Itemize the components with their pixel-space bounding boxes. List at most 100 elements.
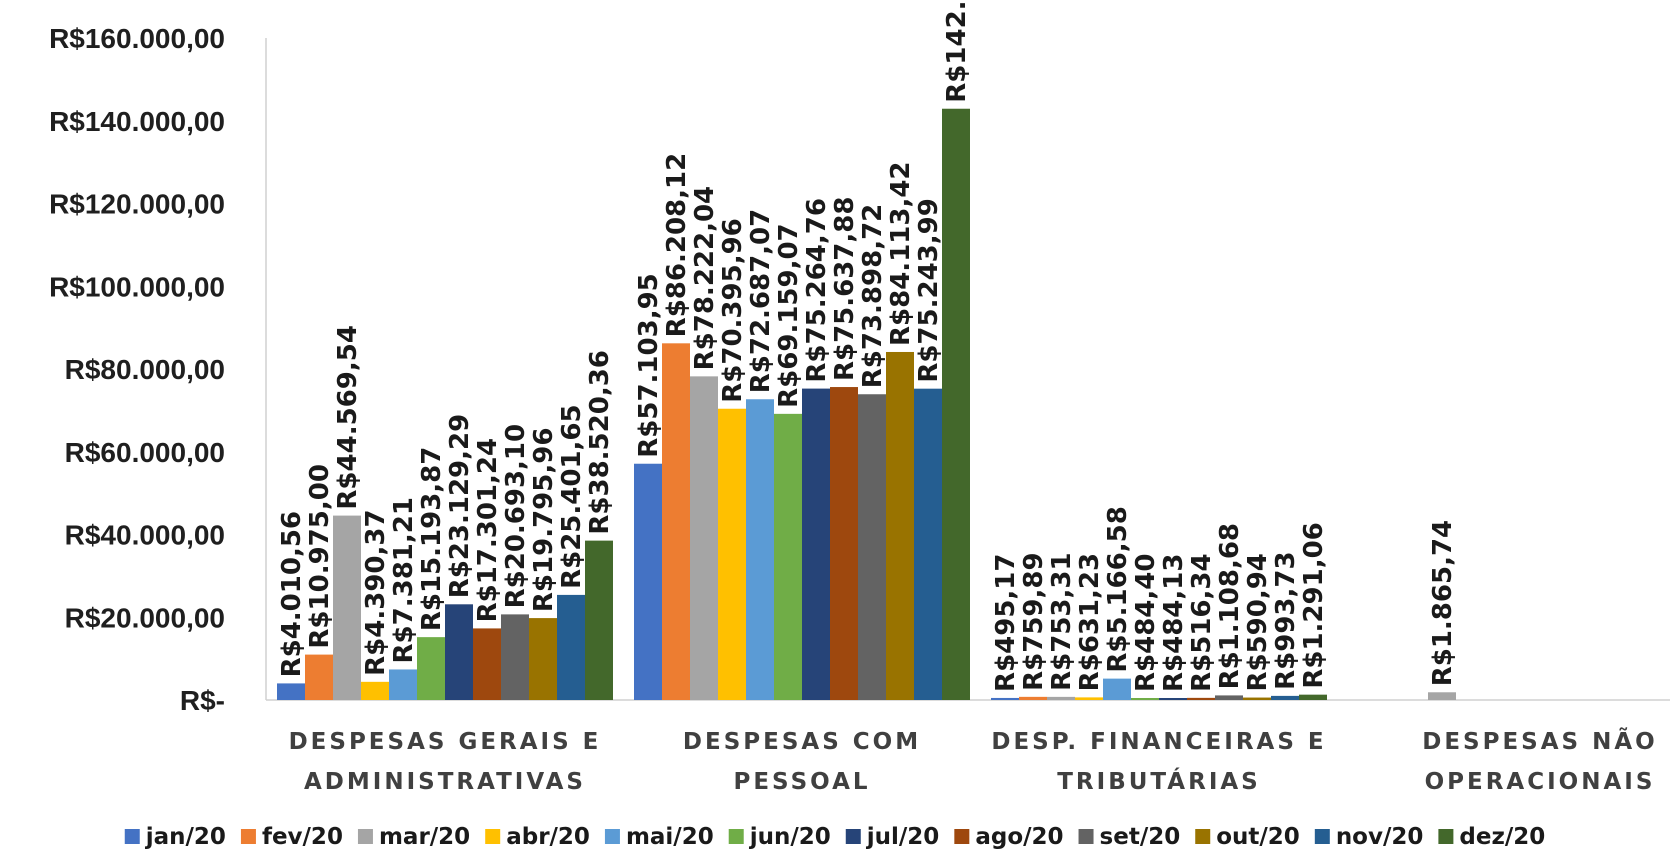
data-label: R$72.687,07	[746, 209, 776, 394]
legend-item: mai/20	[604, 824, 714, 850]
legend-swatch	[954, 829, 970, 844]
y-axis: R$- R$20.000,00 R$40.000,00 R$60.000,00 R$80…	[49, 23, 1670, 716]
bar	[389, 669, 417, 700]
data-label: R$78.222,04	[690, 186, 720, 371]
data-label: R$69.159,07	[774, 223, 804, 408]
data-label: R$4.390,37	[361, 509, 391, 675]
data-label: R$70.395,96	[718, 218, 748, 403]
bar	[1075, 697, 1103, 700]
data-label: R$15.193,87	[417, 447, 447, 632]
legend-swatch	[1078, 829, 1094, 844]
y-tick-label: R$80.000,00	[65, 354, 225, 385]
bar	[914, 388, 942, 700]
data-label: R$19.795,96	[529, 428, 559, 613]
legend-label: set/20	[1100, 824, 1181, 850]
bar	[557, 594, 585, 700]
legend-item: set/20	[1078, 824, 1181, 850]
legend-item: abr/20	[485, 824, 590, 850]
bar	[1187, 697, 1215, 700]
bar	[417, 637, 445, 700]
category-label: DESPESAS COM	[683, 729, 921, 755]
legend-item: fev/20	[240, 824, 343, 850]
data-label: R$20.693,10	[501, 424, 531, 609]
legend: jan/20 fev/20 mar/20 abr/20 mai/20 jun/20 jul/…	[124, 824, 1545, 850]
legend-item: jan/20	[124, 824, 226, 850]
data-label: R$38.520,36	[585, 350, 615, 535]
bar	[1428, 692, 1456, 700]
legend-label: jun/20	[749, 824, 831, 850]
bar	[634, 463, 662, 700]
legend-label: mai/20	[626, 824, 714, 850]
legend-swatch	[1314, 829, 1330, 844]
legend-item: jun/20	[728, 824, 831, 850]
data-label: R$73.898,72	[858, 204, 888, 389]
legend-swatch	[124, 829, 140, 844]
data-label: R$7.381,21	[389, 497, 419, 663]
category-label: OPERACIONAIS	[1425, 769, 1656, 795]
bar	[1271, 695, 1299, 700]
data-label: R$1.108,68	[1215, 523, 1245, 689]
data-label: R$75.637,88	[830, 197, 860, 382]
y-tick-label: R$100.000,00	[49, 271, 225, 302]
data-label: R$4.010,56	[277, 511, 307, 677]
data-label: R$86.208,12	[662, 153, 692, 338]
legend-item: ago/20	[954, 824, 1064, 850]
y-tick-label: R$120.000,00	[49, 189, 225, 220]
y-tick-label: R$160.000,00	[49, 23, 225, 54]
data-label: R$753,31	[1047, 552, 1077, 690]
data-label: R$631,23	[1075, 553, 1105, 691]
bar	[690, 376, 718, 700]
bar	[1019, 696, 1047, 700]
legend-swatch	[604, 829, 620, 844]
bar	[1131, 697, 1159, 700]
legend-swatch	[485, 829, 501, 844]
x-axis: DESPESAS GERAIS E ADMINISTRATIVAS DESPESAS…	[289, 727, 1656, 795]
data-label: R$44.569,54	[333, 325, 363, 510]
y-tick-label: R$60.000,00	[65, 437, 225, 468]
data-label: R$57.103,95	[634, 273, 664, 458]
bar	[501, 614, 529, 700]
bar	[886, 351, 914, 700]
bar	[942, 108, 970, 700]
legend-label: jan/20	[145, 824, 226, 850]
bar	[718, 408, 746, 700]
bar	[473, 628, 501, 700]
data-label: R$5.166,58	[1103, 506, 1133, 672]
bar	[830, 387, 858, 700]
data-label: R$495,17	[991, 553, 1021, 691]
legend-swatch	[728, 829, 744, 844]
data-label: R$84.113,42	[886, 161, 916, 346]
legend-label: abr/20	[506, 824, 590, 850]
legend-item: nov/20	[1314, 824, 1423, 850]
bar	[858, 394, 886, 700]
legend-label: fev/20	[262, 824, 343, 850]
bar	[802, 388, 830, 700]
data-label: R$484,40	[1131, 554, 1161, 692]
legend-swatch	[357, 829, 373, 844]
legend-swatch	[1438, 829, 1454, 844]
bar	[746, 399, 774, 700]
legend-item: mar/20	[357, 824, 470, 850]
legend-label: ago/20	[975, 824, 1063, 850]
data-label: R$17.301,24	[473, 438, 503, 623]
data-label: R$23.129,29	[445, 414, 475, 599]
bar	[1159, 697, 1187, 700]
bar	[1215, 695, 1243, 700]
bar	[333, 515, 361, 700]
bar	[305, 654, 333, 700]
bar	[277, 683, 305, 700]
bar	[1299, 694, 1327, 700]
legend-swatch	[240, 829, 256, 844]
bar	[445, 604, 473, 700]
bar	[991, 697, 1019, 700]
bar	[529, 618, 557, 700]
y-tick-label: R$-	[180, 685, 225, 716]
data-label: R$590,94	[1243, 553, 1273, 691]
category-label: DESPESAS GERAIS E	[289, 729, 602, 755]
legend-label: mar/20	[379, 824, 470, 850]
bar	[774, 413, 802, 700]
legend-item: dez/20	[1438, 824, 1545, 850]
data-label: R$10.975,00	[305, 464, 335, 649]
bar	[361, 681, 389, 700]
